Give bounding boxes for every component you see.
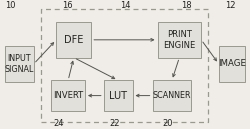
Bar [51, 80, 85, 111]
Text: 14: 14 [120, 1, 130, 10]
Text: INPUT
SIGNAL: INPUT SIGNAL [5, 54, 34, 74]
Text: 22: 22 [109, 119, 120, 128]
Text: 18: 18 [181, 1, 192, 10]
Text: INVERT: INVERT [53, 91, 83, 100]
Bar [56, 22, 91, 58]
Text: IMAGE: IMAGE [218, 59, 246, 68]
Bar [158, 22, 201, 58]
Text: SCANNER: SCANNER [152, 91, 191, 100]
Text: DFE: DFE [64, 35, 84, 45]
Text: 16: 16 [62, 1, 73, 10]
Text: PRINT
ENGINE: PRINT ENGINE [163, 30, 196, 50]
Text: LUT: LUT [109, 91, 127, 101]
Bar [5, 46, 34, 82]
Text: 24: 24 [54, 119, 64, 128]
Text: 10: 10 [5, 1, 15, 10]
Bar [104, 80, 132, 111]
Bar [219, 46, 245, 82]
Bar [152, 80, 191, 111]
Text: 20: 20 [163, 119, 173, 128]
Text: 12: 12 [225, 1, 235, 10]
Bar [41, 9, 207, 122]
